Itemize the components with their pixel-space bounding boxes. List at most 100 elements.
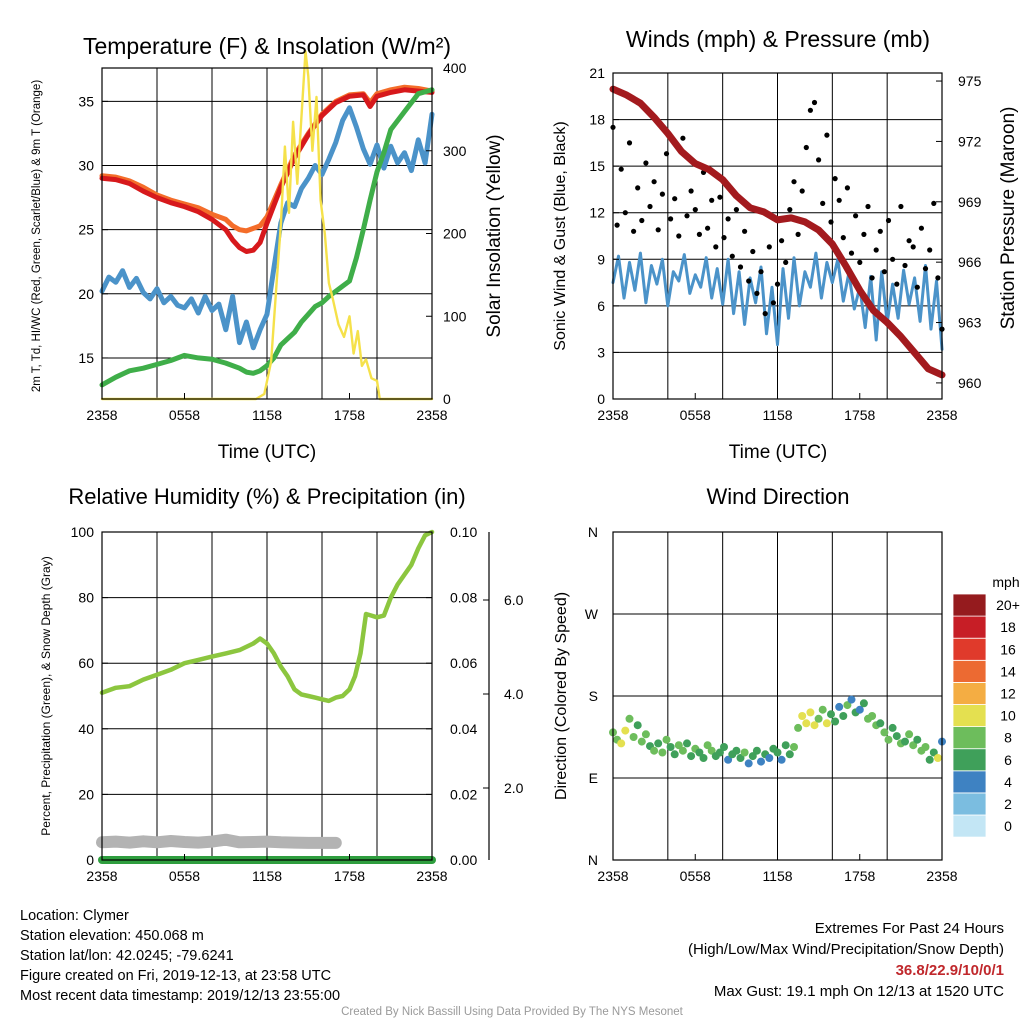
gust-point bbox=[898, 203, 904, 210]
gust-point bbox=[618, 166, 624, 172]
wind-direction-point bbox=[814, 714, 823, 723]
gust-point bbox=[725, 216, 731, 222]
gust-point bbox=[885, 217, 892, 224]
x-tick-label: 1758 bbox=[334, 407, 365, 423]
wind-direction-point bbox=[790, 743, 798, 751]
x-tick-label: 0558 bbox=[169, 407, 200, 423]
wind-direction-point bbox=[822, 719, 831, 728]
gust-point bbox=[918, 225, 925, 231]
wind-direction-point bbox=[913, 735, 922, 744]
gust-point bbox=[783, 259, 789, 265]
wind-direction-point bbox=[732, 746, 741, 755]
wind-direction-point bbox=[859, 699, 868, 708]
x-tick-label: 2358 bbox=[86, 407, 117, 423]
x-tick-label: 2358 bbox=[416, 868, 447, 884]
x-tick-label: 1758 bbox=[844, 407, 875, 423]
colorbar-unit-label: mph bbox=[992, 574, 1019, 590]
colorbar-swatch bbox=[952, 682, 987, 705]
gust-point bbox=[705, 225, 711, 231]
pressure-line bbox=[609, 85, 946, 379]
gust-point bbox=[770, 300, 777, 306]
gust-point bbox=[737, 264, 744, 270]
station-info: Location: Clymer Station elevation: 450.… bbox=[20, 906, 340, 1006]
gust-point bbox=[927, 247, 933, 253]
wind-direction-point bbox=[740, 748, 749, 757]
x-tick-label: 0558 bbox=[680, 407, 711, 423]
wind-direction-point bbox=[724, 755, 733, 764]
gust-point bbox=[820, 200, 826, 206]
y-tick-label-right: 966 bbox=[958, 254, 982, 270]
colorbar-swatch bbox=[952, 726, 987, 750]
gust-point bbox=[779, 238, 785, 244]
wind-direction-point bbox=[703, 741, 712, 750]
y-tick-label-left: 20 bbox=[78, 286, 94, 302]
x-axis-label: Time (UTC) bbox=[218, 442, 317, 463]
y-tick-label-left: 35 bbox=[78, 93, 94, 109]
wind-direction-point bbox=[876, 719, 885, 728]
y-tick-label-left: 18 bbox=[589, 112, 605, 128]
elevation-text: Station elevation: 450.068 m bbox=[20, 928, 204, 944]
wind-direction-point bbox=[921, 743, 930, 751]
gust-point bbox=[631, 228, 637, 234]
wind-direction-point bbox=[662, 735, 671, 744]
extremes-description: (High/Low/Max Wind/Precipitation/Snow De… bbox=[688, 941, 1004, 958]
x-tick-label: 2358 bbox=[416, 407, 447, 423]
colorbar-swatch bbox=[952, 659, 987, 683]
wind-direction-point bbox=[794, 723, 803, 732]
gust-point bbox=[922, 266, 929, 272]
y-tick-label-right: 0 bbox=[443, 391, 451, 407]
x-tick-label: 1158 bbox=[252, 868, 282, 884]
colorbar-swatch bbox=[952, 792, 987, 816]
x-tick-label: 1158 bbox=[252, 407, 282, 423]
gust-point bbox=[935, 275, 941, 281]
insolation-line bbox=[100, 50, 434, 401]
colorbar-swatch bbox=[952, 770, 987, 794]
gust-point bbox=[869, 275, 875, 281]
y-tick-label-left: 6 bbox=[597, 298, 605, 314]
dewpoint-line bbox=[99, 87, 435, 388]
gust-point bbox=[692, 207, 698, 213]
wind-direction-point bbox=[905, 730, 914, 739]
wind-direction-point bbox=[868, 712, 877, 720]
wind-direction-point bbox=[687, 752, 696, 761]
gust-point bbox=[807, 107, 814, 113]
x-tick-label: 0558 bbox=[169, 868, 200, 884]
y-tick-label-right: 969 bbox=[958, 194, 982, 210]
wind-direction-point bbox=[909, 741, 918, 750]
y-tick-label-left: N bbox=[588, 524, 598, 540]
gust-point bbox=[861, 231, 867, 237]
y-tick-label-precip: 0.02 bbox=[450, 786, 477, 802]
wind-direction-point bbox=[617, 739, 626, 748]
wind-direction-point bbox=[683, 739, 691, 748]
wind-direction-point bbox=[637, 737, 646, 746]
gust-point bbox=[787, 207, 793, 213]
wind-direction-point bbox=[629, 733, 638, 741]
wind-direction-point bbox=[839, 712, 848, 720]
relative-humidity-line bbox=[99, 529, 435, 704]
gust-point bbox=[766, 244, 772, 250]
colorbar-swatch bbox=[952, 704, 987, 728]
gust-point bbox=[668, 216, 674, 222]
gust-point bbox=[799, 188, 805, 194]
y-axis-label-left: 2m T, Td, HI/WC (Red, Green, Scarlet/Blu… bbox=[31, 80, 43, 392]
gust-point bbox=[832, 176, 838, 182]
wind-direction-point bbox=[827, 710, 835, 719]
x-tick-label: 2358 bbox=[926, 407, 957, 423]
wind-direction-point bbox=[625, 714, 634, 723]
wind-direction-point bbox=[621, 726, 630, 735]
gust-point bbox=[811, 99, 818, 106]
wind-direction-point bbox=[744, 759, 753, 768]
chart-title: Wind Direction bbox=[706, 484, 849, 509]
wind-direction-point bbox=[888, 723, 897, 732]
wind-direction-point bbox=[806, 708, 815, 717]
wind-direction-point bbox=[633, 721, 642, 730]
y-axis-label-right: Station Pressure (Maroon) bbox=[998, 107, 1019, 330]
chart-title: Winds (mph) & Pressure (mb) bbox=[626, 26, 930, 52]
wind-direction-point bbox=[892, 732, 901, 741]
y-tick-label-snow: 4.0 bbox=[504, 686, 524, 702]
wind-direction-point bbox=[654, 739, 663, 748]
y-tick-label-precip: 0.08 bbox=[450, 590, 477, 606]
y-tick-label-right: 975 bbox=[958, 73, 982, 89]
wind-direction-point bbox=[933, 754, 942, 762]
x-tick-label: 2358 bbox=[597, 407, 628, 423]
